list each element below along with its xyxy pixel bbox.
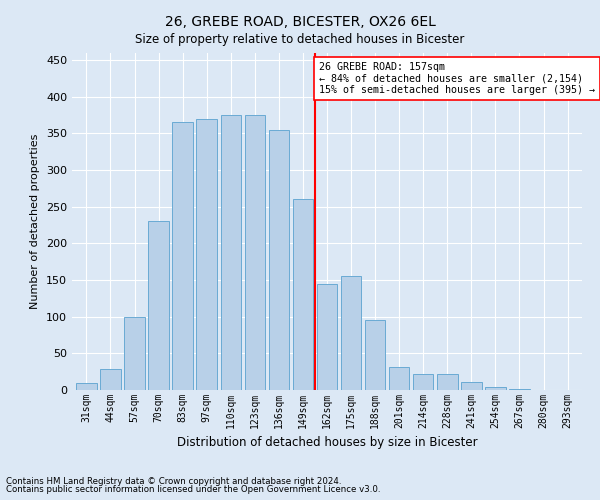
Bar bbox=[341, 276, 361, 390]
Bar bbox=[269, 130, 289, 390]
Bar bbox=[76, 382, 97, 390]
Bar bbox=[461, 382, 482, 390]
Bar bbox=[172, 122, 193, 390]
Bar bbox=[100, 370, 121, 390]
Text: Contains public sector information licensed under the Open Government Licence v3: Contains public sector information licen… bbox=[6, 485, 380, 494]
Bar bbox=[485, 387, 506, 390]
Y-axis label: Number of detached properties: Number of detached properties bbox=[31, 134, 40, 309]
Bar bbox=[437, 374, 458, 390]
Bar bbox=[365, 320, 385, 390]
Text: Contains HM Land Registry data © Crown copyright and database right 2024.: Contains HM Land Registry data © Crown c… bbox=[6, 477, 341, 486]
Bar bbox=[245, 115, 265, 390]
Text: Size of property relative to detached houses in Bicester: Size of property relative to detached ho… bbox=[136, 32, 464, 46]
Bar bbox=[196, 118, 217, 390]
Bar bbox=[317, 284, 337, 390]
Bar bbox=[413, 374, 433, 390]
Text: 26 GREBE ROAD: 157sqm
← 84% of detached houses are smaller (2,154)
15% of semi-d: 26 GREBE ROAD: 157sqm ← 84% of detached … bbox=[319, 62, 595, 95]
X-axis label: Distribution of detached houses by size in Bicester: Distribution of detached houses by size … bbox=[176, 436, 478, 450]
Text: 26, GREBE ROAD, BICESTER, OX26 6EL: 26, GREBE ROAD, BICESTER, OX26 6EL bbox=[164, 15, 436, 29]
Bar bbox=[124, 316, 145, 390]
Bar bbox=[293, 199, 313, 390]
Bar bbox=[389, 366, 409, 390]
Bar bbox=[148, 221, 169, 390]
Bar bbox=[221, 115, 241, 390]
